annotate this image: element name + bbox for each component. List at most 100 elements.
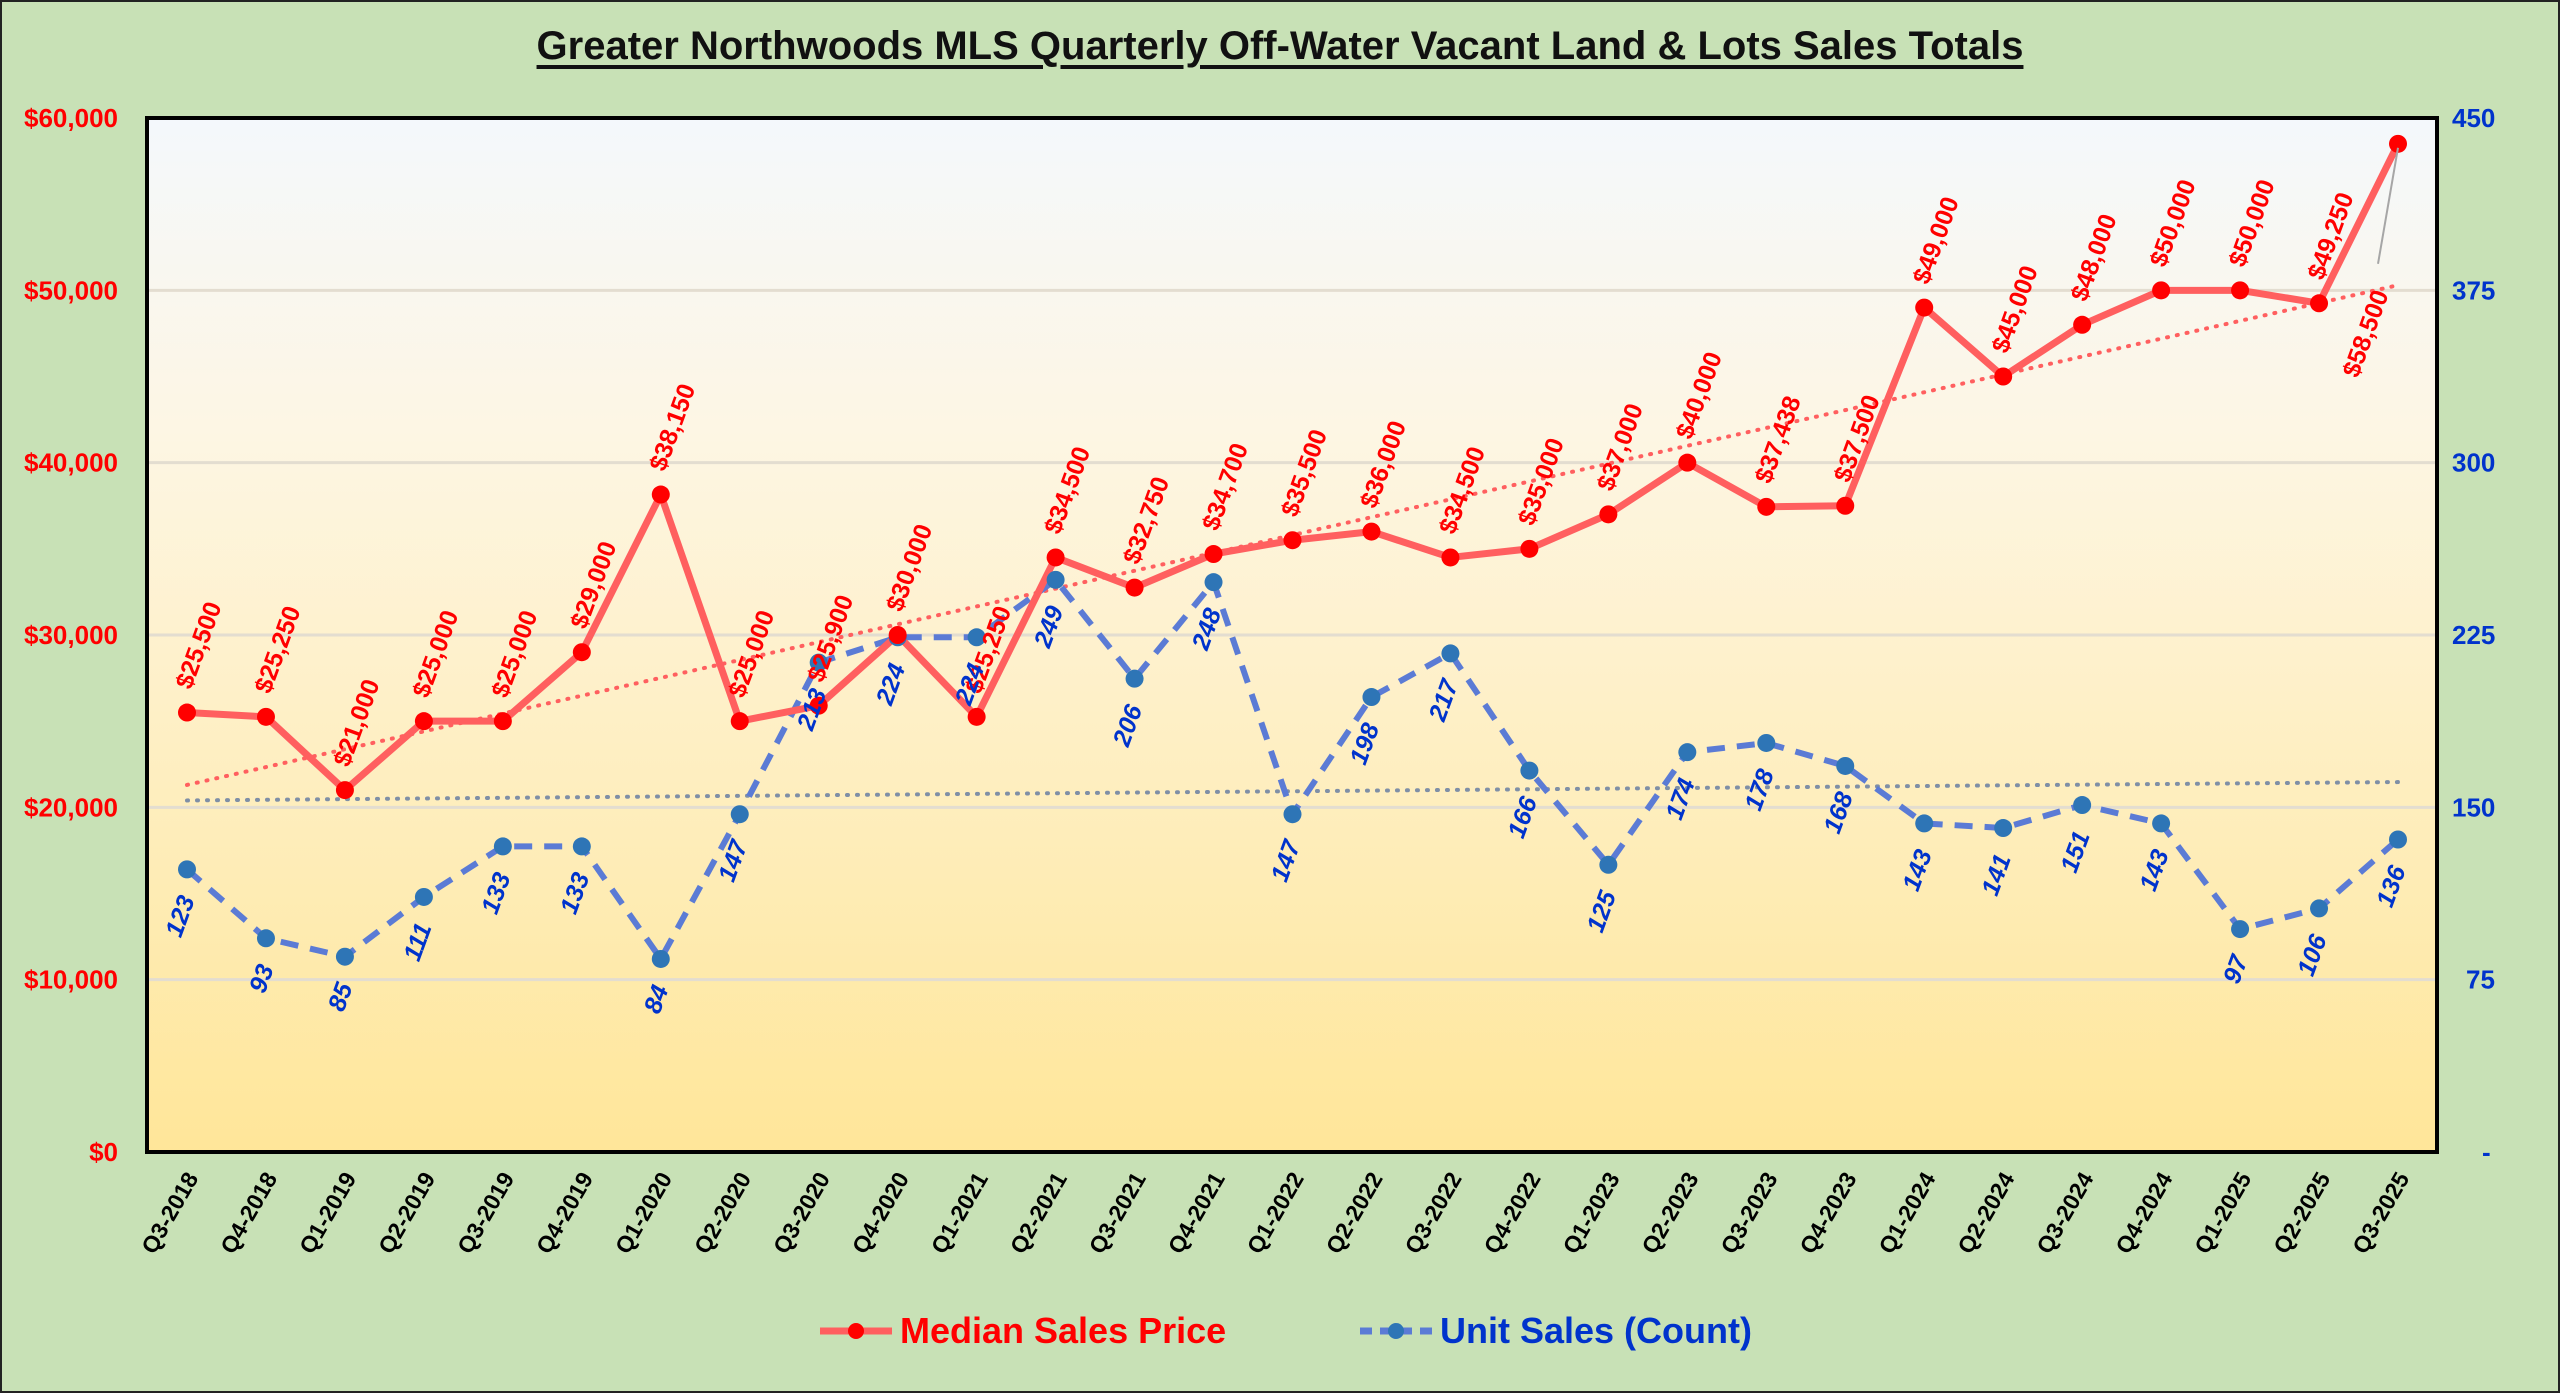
x-tick-label: Q2-2020 bbox=[689, 1168, 756, 1259]
x-tick-label: Q2-2022 bbox=[1321, 1168, 1388, 1259]
price-trendline bbox=[185, 283, 2400, 787]
units-point bbox=[2231, 920, 2250, 939]
price-point bbox=[1836, 496, 1855, 515]
price-point bbox=[1678, 453, 1697, 472]
x-tick-label: Q3-2023 bbox=[1715, 1168, 1782, 1259]
y-right-tick-label: 300 bbox=[2452, 448, 2495, 478]
price-point bbox=[1915, 298, 1934, 317]
price-point bbox=[572, 643, 591, 662]
y-left-tick-label: $10,000 bbox=[24, 965, 118, 995]
x-tick-label: Q2-2025 bbox=[2268, 1167, 2335, 1258]
price-point bbox=[1204, 545, 1223, 564]
price-point bbox=[967, 707, 986, 726]
units-point bbox=[414, 887, 433, 906]
units-point bbox=[178, 860, 196, 879]
price-point bbox=[1520, 539, 1539, 558]
x-tick-label: Q4-2020 bbox=[847, 1168, 914, 1259]
y-left-tick-label: $0 bbox=[89, 1137, 118, 1167]
y-right-tick-label: 450 bbox=[2452, 103, 2495, 133]
x-tick-label: Q3-2018 bbox=[136, 1167, 203, 1258]
price-point bbox=[1599, 505, 1618, 524]
x-tick-label: Q1-2025 bbox=[2189, 1167, 2256, 1258]
x-tick-label: Q3-2025 bbox=[2347, 1167, 2414, 1258]
x-tick-label: Q1-2019 bbox=[294, 1168, 361, 1259]
units-point bbox=[1362, 688, 1381, 707]
x-tick-label: Q1-2024 bbox=[1873, 1167, 1940, 1258]
units-point bbox=[809, 653, 828, 672]
units-point bbox=[1204, 573, 1223, 592]
price-label-leader-line bbox=[2377, 147, 2399, 265]
units-point bbox=[1599, 855, 1618, 874]
price-point bbox=[2073, 315, 2092, 334]
units-point bbox=[1441, 644, 1460, 663]
y-right-tick-label: 375 bbox=[2452, 275, 2495, 305]
units-point bbox=[572, 837, 591, 856]
x-tick-label: Q2-2019 bbox=[373, 1168, 440, 1259]
price-point bbox=[809, 696, 828, 715]
units-point bbox=[1994, 819, 2013, 838]
units-point bbox=[2152, 814, 2171, 833]
price-point bbox=[888, 626, 907, 644]
units-point bbox=[1757, 733, 1776, 752]
y-left-tick-label: $40,000 bbox=[24, 448, 118, 478]
y-right-tick-label: 75 bbox=[2466, 965, 2495, 995]
legend-units-label: Unit Sales (Count) bbox=[1440, 1310, 1752, 1351]
price-point bbox=[1362, 522, 1381, 541]
legend-price-label: Median Sales Price bbox=[900, 1310, 1227, 1351]
y-left-tick-label: $30,000 bbox=[24, 620, 118, 650]
price-point bbox=[414, 712, 433, 731]
chart-title-text: Greater Northwoods MLS Quarterly Off-Wat… bbox=[536, 24, 2024, 68]
units-point bbox=[1678, 743, 1697, 762]
x-tick-label: Q3-2019 bbox=[452, 1168, 519, 1259]
x-tick-label: Q1-2020 bbox=[610, 1168, 677, 1259]
units-point bbox=[1520, 761, 1539, 780]
x-tick-label: Q2-2021 bbox=[1005, 1167, 1072, 1258]
price-point bbox=[2231, 281, 2250, 300]
y-left-tick-label: $20,000 bbox=[24, 792, 118, 822]
price-point bbox=[651, 485, 670, 504]
price-point bbox=[1757, 497, 1776, 516]
x-tick-label: Q3-2022 bbox=[1399, 1168, 1466, 1259]
x-tick-label: Q3-2020 bbox=[768, 1168, 835, 1259]
units-point bbox=[651, 949, 670, 968]
units-point bbox=[2073, 796, 2092, 815]
price-point bbox=[1441, 548, 1460, 567]
units-point bbox=[1046, 570, 1065, 589]
y-right-tick-label: - bbox=[2482, 1137, 2491, 1167]
x-tick-label: Q1-2023 bbox=[1557, 1168, 1624, 1259]
y-left-tick-label: $50,000 bbox=[24, 275, 118, 305]
price-point bbox=[1125, 578, 1144, 597]
y-right-tick-label: 225 bbox=[2452, 620, 2495, 650]
units-point bbox=[730, 805, 749, 824]
units-point bbox=[1836, 756, 1855, 775]
y-left-tick-label: $60,000 bbox=[24, 103, 118, 133]
units-trendline bbox=[185, 780, 2400, 803]
legend-units-swatch-icon bbox=[1360, 1321, 1432, 1341]
units-point bbox=[2310, 899, 2329, 918]
price-point bbox=[2389, 134, 2407, 153]
price-point bbox=[1283, 531, 1302, 550]
price-point bbox=[178, 703, 196, 722]
price-point bbox=[256, 707, 275, 726]
price-point bbox=[1046, 548, 1065, 567]
units-point bbox=[335, 947, 354, 966]
price-point bbox=[335, 781, 354, 800]
price-point bbox=[1994, 367, 2013, 386]
units-point bbox=[493, 837, 512, 856]
units-point bbox=[256, 929, 275, 948]
price-point bbox=[2310, 294, 2329, 313]
legend-item-units: Unit Sales (Count) bbox=[1360, 1310, 1752, 1352]
x-tick-label: Q4-2022 bbox=[1478, 1168, 1545, 1259]
units-point bbox=[967, 628, 986, 647]
x-tick-label: Q4-2018 bbox=[215, 1167, 282, 1258]
y-right-tick-label: 150 bbox=[2452, 792, 2495, 822]
x-tick-label: Q3-2021 bbox=[1084, 1167, 1151, 1258]
x-tick-label: Q3-2024 bbox=[2031, 1167, 2098, 1258]
x-tick-label: Q4-2023 bbox=[1794, 1168, 1861, 1259]
price-point bbox=[2152, 281, 2171, 300]
price-point bbox=[493, 712, 512, 731]
units-point bbox=[2389, 830, 2407, 849]
price-point bbox=[730, 712, 749, 731]
units-point bbox=[1915, 814, 1934, 833]
